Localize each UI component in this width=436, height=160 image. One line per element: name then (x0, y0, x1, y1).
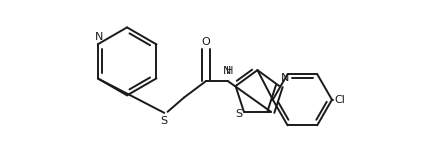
Text: S: S (161, 116, 168, 126)
Text: S: S (235, 108, 243, 119)
Text: Cl: Cl (334, 95, 345, 105)
Text: N: N (223, 66, 232, 76)
Text: H: H (226, 66, 233, 76)
Text: O: O (201, 37, 210, 47)
Text: N: N (281, 73, 290, 83)
Text: N: N (95, 32, 103, 42)
